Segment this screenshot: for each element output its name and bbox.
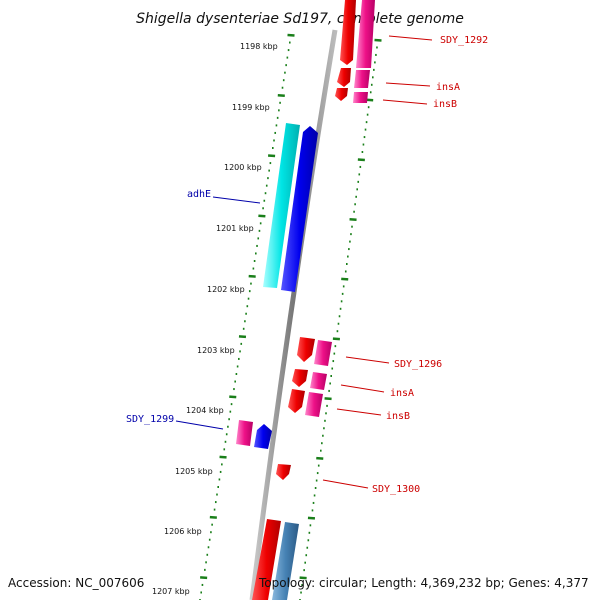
gene-sdy-1296[interactable]: [297, 337, 332, 366]
gene-arrow-red[interactable]: [276, 464, 291, 480]
label-leader: [336, 408, 382, 416]
gene-block-pink[interactable]: [236, 420, 253, 446]
gene-arrow-red[interactable]: [340, 0, 356, 65]
gene-sdy-1300[interactable]: [276, 464, 291, 480]
label-leader: [212, 196, 261, 204]
accession-text: Accession: NC_007606: [8, 576, 144, 590]
gene-block-red[interactable]: [252, 519, 281, 600]
kbp-scale: 1198 kbp 1199 kbp 1200 kbp 1201 kbp 1202…: [152, 42, 278, 596]
gene-block-pink[interactable]: [354, 70, 370, 88]
scale-tick: [219, 455, 227, 459]
gene-bottom-pair[interactable]: [252, 519, 299, 600]
kbp-label-1201: 1201 kbp: [216, 224, 254, 233]
gene-block-steel[interactable]: [272, 522, 299, 600]
scale-tick: [349, 217, 357, 221]
scale-tick: [341, 277, 349, 281]
scale-tick: [357, 158, 365, 162]
kbp-label-1205: 1205 kbp: [175, 467, 213, 476]
right-tick-track: [299, 38, 382, 600]
gene-label-sdy-1300[interactable]: SDY_1300: [372, 484, 420, 495]
gene-arrow-blue[interactable]: [254, 424, 272, 449]
gene-block-pink[interactable]: [314, 340, 332, 366]
scale-tick: [366, 98, 374, 102]
gene-block-cyan[interactable]: [263, 123, 300, 288]
kbp-label-1198: 1198 kbp: [240, 42, 278, 51]
left-tick-track: [199, 33, 295, 600]
gene-arrow-blue[interactable]: [281, 126, 318, 292]
label-leader: [175, 420, 224, 430]
gene-label-sdy-1292[interactable]: SDY_1292: [440, 35, 488, 46]
kbp-label-1204: 1204 kbp: [186, 406, 224, 415]
label-leader: [382, 99, 428, 105]
scale-tick: [229, 395, 237, 399]
label-leader: [385, 82, 431, 87]
scale-tick: [332, 337, 340, 341]
topology-text: Topology: circular; Length: 4,369,232 bp…: [258, 576, 589, 590]
gene-adhE[interactable]: [263, 123, 318, 292]
gene-block-pink[interactable]: [310, 372, 327, 390]
kbp-label-1199: 1199 kbp: [232, 103, 270, 112]
scale-tick: [299, 576, 307, 580]
scale-tick: [307, 516, 316, 520]
gene-arrow-red[interactable]: [337, 68, 351, 87]
gene-label-insB[interactable]: insB: [386, 411, 410, 422]
label-leader: [322, 479, 369, 489]
gene-label-sdy-1296[interactable]: SDY_1296: [394, 359, 442, 370]
scale-tick: [324, 397, 332, 401]
gene-arrow-red[interactable]: [335, 88, 348, 101]
label-leader: [340, 384, 385, 393]
genome-backbone: [249, 29, 338, 600]
gene-sdy-1292[interactable]: [340, 0, 375, 68]
kbp-label-1203: 1203 kbp: [197, 346, 235, 355]
gene-block-pink[interactable]: [353, 92, 368, 103]
gene-insB-1[interactable]: [335, 88, 368, 103]
scale-tick: [258, 214, 266, 218]
gene-label-adhE[interactable]: adhE: [187, 189, 211, 200]
kbp-label-1207: 1207 kbp: [152, 587, 190, 596]
gene-sdy-1299[interactable]: [236, 420, 272, 449]
gene-block-pink[interactable]: [356, 0, 375, 68]
kbp-label-1200: 1200 kbp: [224, 163, 262, 172]
gene-insB-2[interactable]: [288, 389, 323, 417]
scale-tick: [374, 38, 382, 42]
scale-tick: [287, 33, 295, 37]
scale-tick: [316, 456, 324, 460]
gene-block-pink[interactable]: [305, 392, 323, 417]
gene-label-insA[interactable]: insA: [436, 82, 460, 93]
gene-arrow-red[interactable]: [288, 389, 305, 413]
scale-tick: [267, 154, 276, 158]
gene-insA-1[interactable]: [337, 68, 370, 88]
map-title: Shigella dysenteriae Sd197, complete gen…: [136, 11, 464, 27]
gene-arrow-red[interactable]: [297, 337, 315, 362]
kbp-label-1206: 1206 kbp: [164, 527, 202, 536]
label-leader: [388, 35, 433, 41]
forward-gene-labels: SDY_1292 insA insB SDY_1296 insA insB SD…: [322, 35, 488, 495]
gene-insA-2[interactable]: [292, 369, 327, 390]
scale-tick: [248, 274, 256, 278]
scale-tick: [238, 335, 247, 339]
scale-tick: [209, 515, 217, 519]
gene-label-insB[interactable]: insB: [433, 99, 457, 110]
reverse-gene-labels: adhE SDY_1299: [126, 189, 261, 430]
label-leader: [345, 356, 390, 364]
scale-tick: [200, 576, 208, 580]
scale-tick: [277, 94, 285, 98]
gene-arrow-red[interactable]: [292, 369, 308, 387]
kbp-label-1202: 1202 kbp: [207, 285, 245, 294]
gene-label-insA[interactable]: insA: [390, 388, 414, 399]
gene-label-sdy-1299[interactable]: SDY_1299: [126, 414, 174, 425]
